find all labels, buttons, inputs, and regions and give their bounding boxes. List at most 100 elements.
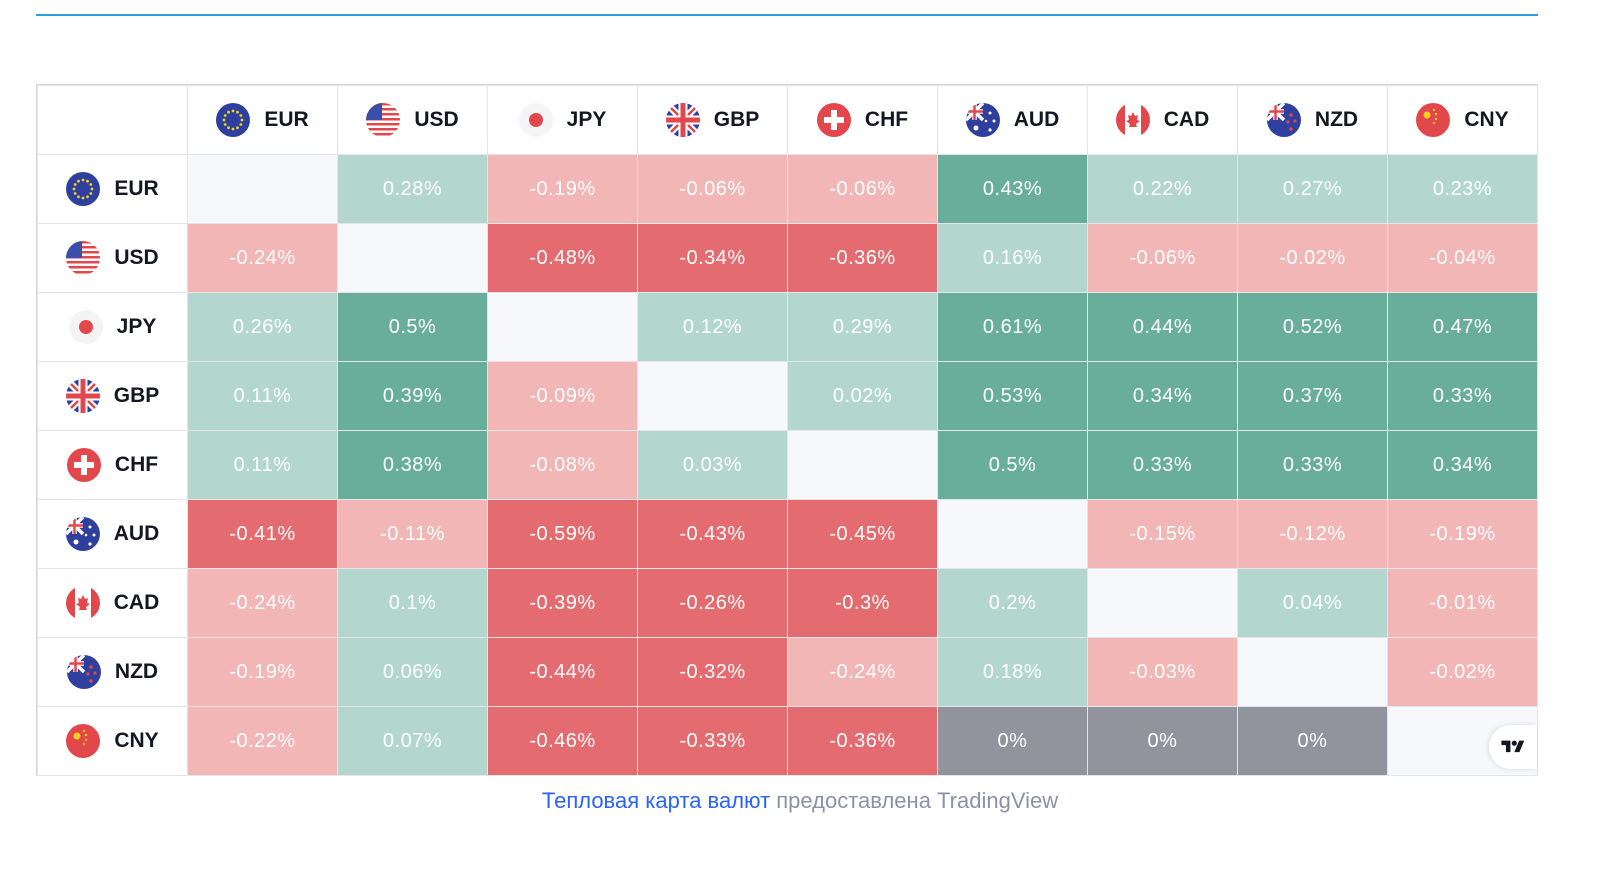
row-header[interactable]: CNY — [37, 706, 188, 776]
heatmap-cell[interactable]: 0% — [1237, 706, 1388, 776]
column-header[interactable]: CAD — [1087, 85, 1238, 155]
heatmap-cell[interactable]: 0.29% — [787, 292, 938, 362]
heatmap-cell[interactable]: -0.24% — [187, 223, 338, 293]
heatmap-cell[interactable]: -0.12% — [1237, 499, 1388, 569]
heatmap-cell[interactable]: 0.34% — [1387, 430, 1538, 500]
heatmap-cell[interactable]: 0.12% — [637, 292, 788, 362]
heatmap-cell[interactable]: 0.26% — [187, 292, 338, 362]
heatmap-cell[interactable]: -0.19% — [487, 154, 638, 224]
column-label: CNY — [1464, 108, 1509, 131]
heatmap-cell[interactable]: -0.09% — [487, 361, 638, 431]
heatmap-cell[interactable]: -0.41% — [187, 499, 338, 569]
row-header-gbp: GBP — [38, 379, 187, 413]
heatmap-cell[interactable]: -0.26% — [637, 568, 788, 638]
heatmap-cell[interactable]: 0.22% — [1087, 154, 1238, 224]
heatmap-cell[interactable]: 0.5% — [937, 430, 1088, 500]
row-header[interactable]: CAD — [37, 568, 188, 638]
heatmap-cell[interactable]: 0.23% — [1387, 154, 1538, 224]
heatmap-cell[interactable]: 0.44% — [1087, 292, 1238, 362]
heatmap-cell[interactable]: 0.02% — [787, 361, 938, 431]
row-header[interactable]: NZD — [37, 637, 188, 707]
heatmap-cell[interactable]: 0.33% — [1087, 430, 1238, 500]
column-header[interactable]: EUR — [187, 85, 338, 155]
row-header[interactable]: CHF — [37, 430, 188, 500]
heatmap-cell[interactable]: 0% — [1087, 706, 1238, 776]
row-header[interactable]: USD — [37, 223, 188, 293]
heatmap-cell[interactable]: -0.45% — [787, 499, 938, 569]
heatmap-cell[interactable]: -0.03% — [1087, 637, 1238, 707]
row-header[interactable]: AUD — [37, 499, 188, 569]
heatmap-cell[interactable]: 0.33% — [1387, 361, 1538, 431]
heatmap-cell[interactable]: 0.03% — [637, 430, 788, 500]
heatmap-cell[interactable]: 0.37% — [1237, 361, 1388, 431]
heatmap-cell[interactable]: -0.24% — [187, 568, 338, 638]
heatmap-cell[interactable]: -0.34% — [637, 223, 788, 293]
heatmap-cell[interactable]: 0.28% — [337, 154, 488, 224]
heatmap-cell[interactable]: 0.38% — [337, 430, 488, 500]
column-header[interactable]: CNY — [1387, 85, 1538, 155]
column-header[interactable]: USD — [337, 85, 488, 155]
heatmap-cell[interactable]: -0.32% — [637, 637, 788, 707]
heatmap-cell[interactable]: -0.19% — [187, 637, 338, 707]
heatmap-cell[interactable]: -0.43% — [637, 499, 788, 569]
heatmap-cell[interactable]: -0.02% — [1387, 637, 1538, 707]
heatmap-cell[interactable]: 0.27% — [1237, 154, 1388, 224]
heatmap-cell[interactable]: -0.36% — [787, 706, 938, 776]
heatmap-cell[interactable]: 0.11% — [187, 361, 338, 431]
column-header[interactable]: JPY — [487, 85, 638, 155]
heatmap-cell[interactable]: -0.36% — [787, 223, 938, 293]
heatmap-cell[interactable]: 0.33% — [1237, 430, 1388, 500]
column-header[interactable]: CHF — [787, 85, 938, 155]
heatmap-cell[interactable]: -0.48% — [487, 223, 638, 293]
row-header[interactable]: GBP — [37, 361, 188, 431]
heatmap-cell[interactable]: 0.07% — [337, 706, 488, 776]
heatmap-cell[interactable]: 0.11% — [187, 430, 338, 500]
uk-flag-icon — [65, 379, 100, 413]
heatmap-cell[interactable]: -0.33% — [637, 706, 788, 776]
heatmap-cell[interactable]: -0.15% — [1087, 499, 1238, 569]
new-zealand-flag-icon — [1266, 103, 1301, 137]
heatmap-cell[interactable]: 0.39% — [337, 361, 488, 431]
tradingview-logo-icon[interactable] — [1489, 725, 1537, 769]
heatmap-cell[interactable]: -0.06% — [637, 154, 788, 224]
heatmap-cell[interactable]: 0.53% — [937, 361, 1088, 431]
row-header-eur: EUR — [38, 172, 187, 206]
heatmap-cell[interactable]: 0.61% — [937, 292, 1088, 362]
heatmap-cell[interactable]: -0.06% — [1087, 223, 1238, 293]
heatmap-cell[interactable]: 0.47% — [1387, 292, 1538, 362]
heatmap-cell[interactable]: -0.04% — [1387, 223, 1538, 293]
heatmap-cell[interactable]: 0.1% — [337, 568, 488, 638]
heatmap-cell[interactable]: 0.5% — [337, 292, 488, 362]
heatmap-cell[interactable]: 0.18% — [937, 637, 1088, 707]
heatmap-cell[interactable]: 0% — [937, 706, 1088, 776]
heatmap-cell[interactable]: -0.59% — [487, 499, 638, 569]
heatmap-cell[interactable]: -0.02% — [1237, 223, 1388, 293]
heatmap-cell[interactable]: -0.01% — [1387, 568, 1538, 638]
heatmap-link[interactable]: Тепловая карта валют — [541, 788, 771, 813]
heatmap-cell[interactable]: -0.22% — [187, 706, 338, 776]
heatmap-cell[interactable]: -0.24% — [787, 637, 938, 707]
heatmap-cell[interactable]: -0.19% — [1387, 499, 1538, 569]
heatmap-cell[interactable]: -0.08% — [487, 430, 638, 500]
row-header[interactable]: JPY — [37, 292, 188, 362]
heatmap-cell[interactable]: -0.3% — [787, 568, 938, 638]
heatmap-cell[interactable]: 0.04% — [1237, 568, 1388, 638]
heatmap-cell[interactable]: 0.52% — [1237, 292, 1388, 362]
column-header[interactable]: GBP — [637, 85, 788, 155]
us-flag-icon — [366, 103, 401, 137]
heatmap-cell[interactable]: 0.06% — [337, 637, 488, 707]
heatmap-cell[interactable]: -0.44% — [487, 637, 638, 707]
australia-flag-icon — [65, 517, 100, 551]
heatmap-cell[interactable]: -0.11% — [337, 499, 488, 569]
heatmap-cell[interactable]: 0.2% — [937, 568, 1088, 638]
row-header[interactable]: EUR — [37, 154, 188, 224]
heatmap-cell[interactable]: 0.43% — [937, 154, 1088, 224]
heatmap-cell[interactable]: 0.34% — [1087, 361, 1238, 431]
column-header[interactable]: NZD — [1237, 85, 1388, 155]
heatmap-cell[interactable]: -0.39% — [487, 568, 638, 638]
heatmap-cell[interactable]: 0.16% — [937, 223, 1088, 293]
column-header[interactable]: AUD — [937, 85, 1088, 155]
heatmap-cell[interactable]: -0.06% — [787, 154, 938, 224]
column-label: EUR — [264, 108, 309, 131]
heatmap-cell[interactable]: -0.46% — [487, 706, 638, 776]
